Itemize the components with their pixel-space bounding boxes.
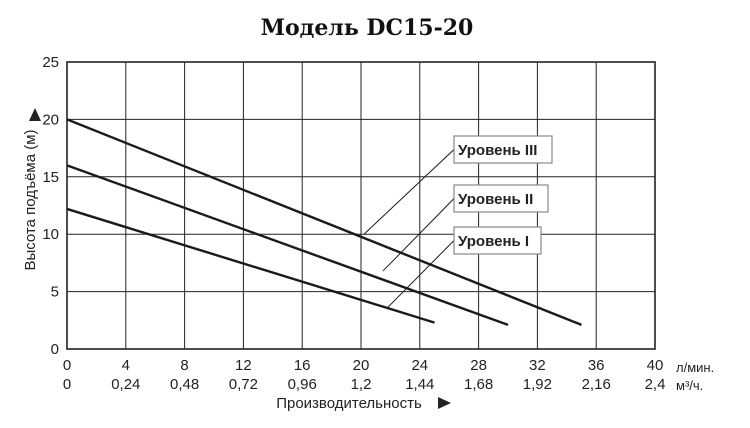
- y-tick-label: 5: [51, 284, 59, 301]
- x-tick-label-primary: 28: [470, 357, 487, 374]
- y-tick-label: 0: [51, 341, 59, 358]
- x-axis-label-group: Производительность: [276, 395, 451, 412]
- x-unit-secondary: м³/ч.: [676, 378, 703, 393]
- x-tick-label-secondary: 1,2: [351, 376, 372, 393]
- x-tick-label-secondary: 1,68: [464, 376, 493, 393]
- x-tick-label-primary: 0: [63, 357, 71, 374]
- plot-frame: [66, 61, 656, 350]
- x-tick-label-primary: 8: [180, 357, 188, 374]
- y-tick-label: 20: [42, 111, 59, 128]
- callout-box: [453, 184, 549, 213]
- y-tick-label: 15: [42, 169, 59, 186]
- x-axis-arrow-icon: [438, 397, 451, 409]
- x-tick-label-primary: 24: [411, 357, 428, 374]
- x-axis-label: Производительность: [276, 395, 422, 412]
- x-tick-label-primary: 12: [235, 357, 252, 374]
- x-tick-label-secondary: 0,48: [170, 376, 199, 393]
- series-line-2: [66, 164, 509, 327]
- callout-leader-line: [363, 149, 455, 235]
- x-tick-label-primary: 4: [122, 357, 130, 374]
- x-tick-label-primary: 16: [294, 357, 311, 374]
- callout-box: [453, 226, 542, 255]
- x-unit-primary: л/мин.: [676, 360, 714, 375]
- x-tick-label-primary: 40: [647, 357, 664, 374]
- x-tick-label-secondary: 1,92: [523, 376, 552, 393]
- series-label: Уровень II: [458, 191, 533, 208]
- callout-3: Уровень I: [387, 226, 542, 309]
- series-label: Уровень III: [458, 142, 537, 159]
- callout-leader-line: [387, 240, 455, 309]
- x-tick-label-primary: 36: [588, 357, 605, 374]
- y-axis-arrow-icon: [29, 108, 41, 121]
- x-tick-label-secondary: 0,24: [111, 376, 140, 393]
- x-tick-label-secondary: 0,72: [229, 376, 258, 393]
- x-tick-label-secondary: 0: [63, 376, 71, 393]
- x-tick-label-secondary: 1,44: [405, 376, 434, 393]
- x-tick-label-primary: 32: [529, 357, 546, 374]
- y-axis-label-group: Высота подъёма (м): [22, 108, 41, 271]
- y-tick-labels: 0 5 10 15 20 25: [42, 54, 59, 358]
- series-line-1: [66, 118, 582, 327]
- y-tick-label: 25: [42, 54, 59, 71]
- callout-leader-line: [382, 198, 455, 272]
- x-tick-label-secondary: 2,16: [582, 376, 611, 393]
- series-lines: [66, 118, 582, 327]
- series-line-3: [66, 207, 435, 324]
- callout-2: Уровень II: [382, 184, 549, 272]
- y-axis-label: Высота подъёма (м): [22, 129, 39, 270]
- x-tick-labels: 0 4 8 12 16 20 24 28 32 36 40 0 0,24 0,48 0,72 0,96 1,2 1…: [63, 357, 666, 393]
- callout-box: [453, 135, 553, 164]
- chart-title: Модель DC15-20: [261, 15, 474, 41]
- x-tick-label-primary: 20: [353, 357, 370, 374]
- series-label: Уровень I: [458, 233, 529, 250]
- grid: [67, 62, 655, 349]
- y-tick-label: 10: [42, 226, 59, 243]
- callout-1: Уровень III: [363, 135, 553, 235]
- x-tick-label-secondary: 0,96: [288, 376, 317, 393]
- x-tick-label-secondary: 2,4: [645, 376, 666, 393]
- series-callouts: Уровень III Уровень II Уровень I: [363, 135, 553, 309]
